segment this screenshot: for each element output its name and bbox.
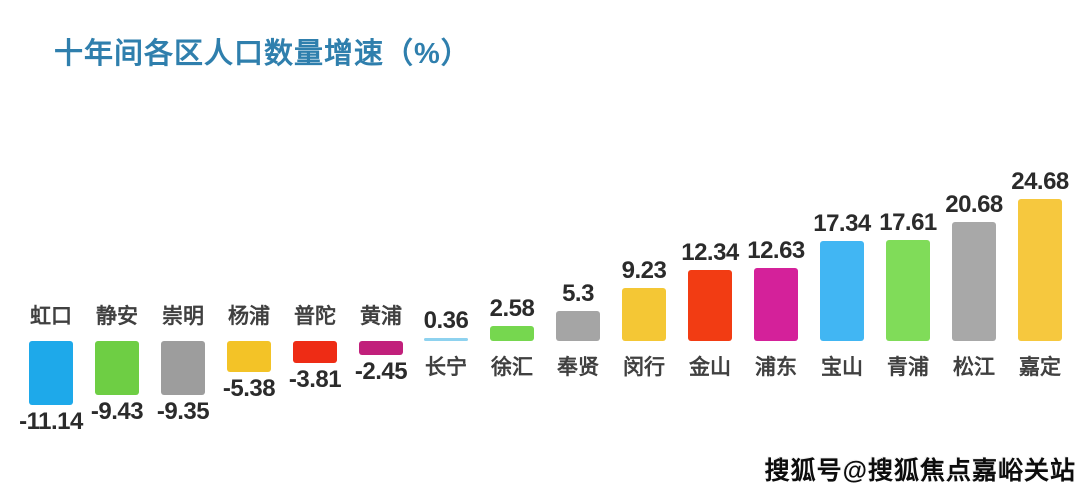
bar	[688, 270, 732, 341]
chart-title: 十年间各区人口数量增速（%）	[54, 38, 471, 70]
bar-category-label: 静安	[96, 305, 138, 328]
bar-value-label: 5.3	[562, 280, 594, 307]
bar-value-label: -9.35	[156, 398, 210, 425]
bar	[556, 311, 600, 341]
bar-value-label: 24.68	[1011, 168, 1069, 195]
bar-value-label: -11.14	[19, 408, 83, 435]
bar-category-label: 徐汇	[491, 356, 533, 379]
bar	[227, 341, 271, 372]
bar-category-label: 金山	[689, 356, 731, 379]
bar	[886, 240, 930, 341]
bar	[95, 341, 139, 395]
bar	[29, 341, 73, 405]
bar-value-label: 9.23	[621, 257, 667, 284]
bar-category-label: 嘉定	[1019, 356, 1061, 379]
bar-category-label: 奉贤	[557, 356, 599, 379]
bar-category-label: 松江	[953, 356, 995, 379]
bar	[161, 341, 205, 395]
bar-value-label: -2.45	[354, 358, 408, 385]
bar-value-label: 20.68	[945, 191, 1003, 218]
bar-category-label: 长宁	[425, 356, 467, 379]
bar-category-label: 青浦	[887, 356, 929, 379]
bar	[424, 338, 468, 341]
bar-category-label: 普陀	[294, 305, 336, 328]
bar-category-label: 浦东	[755, 356, 797, 379]
bar-category-label: 宝山	[821, 356, 863, 379]
bar-category-label: 黄浦	[360, 305, 402, 328]
bar-value-label: -9.43	[90, 398, 144, 425]
bar	[622, 288, 666, 341]
bar-value-label: 2.58	[489, 295, 535, 322]
bar-value-label: 17.61	[879, 209, 937, 236]
bar-value-label: -3.81	[288, 366, 342, 393]
bar-value-label: 17.34	[813, 210, 871, 237]
bar	[293, 341, 337, 363]
bar-category-label: 崇明	[162, 305, 204, 328]
bar-value-label: -5.38	[222, 375, 276, 402]
bar-value-label: 12.63	[747, 237, 805, 264]
bar	[820, 241, 864, 341]
bar-category-label: 闵行	[623, 356, 665, 379]
bar-category-label: 杨浦	[228, 305, 270, 328]
bar	[359, 341, 403, 355]
bar-value-label: 0.36	[423, 307, 469, 334]
bar	[754, 268, 798, 341]
bar	[1018, 199, 1062, 341]
bar	[490, 326, 534, 341]
bar-category-label: 虹口	[30, 305, 72, 328]
bar-value-label: 12.34	[681, 239, 739, 266]
bar	[952, 222, 996, 341]
watermark: 搜狐号@搜狐焦点嘉峪关站	[764, 457, 1076, 485]
